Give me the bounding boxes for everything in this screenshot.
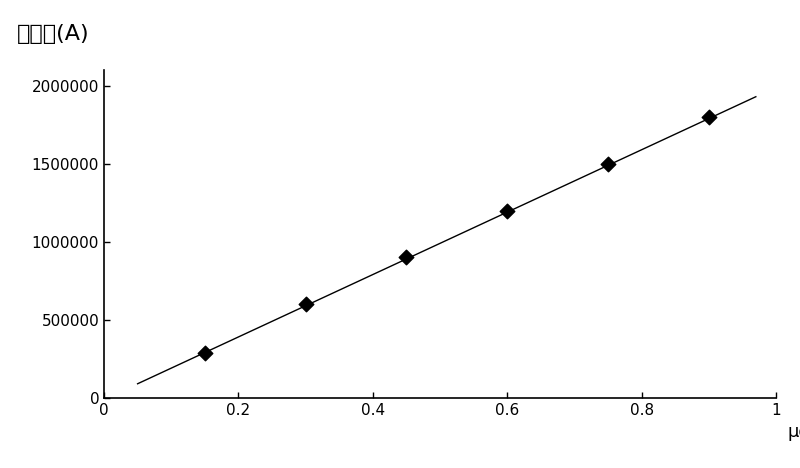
Point — [198, 349, 211, 356]
Point — [702, 113, 715, 121]
Point — [400, 254, 413, 261]
Text: 峰面积(A): 峰面积(A) — [17, 24, 90, 44]
Text: μg: μg — [787, 423, 800, 441]
Point — [602, 160, 614, 168]
Point — [299, 300, 312, 308]
Point — [501, 207, 514, 214]
